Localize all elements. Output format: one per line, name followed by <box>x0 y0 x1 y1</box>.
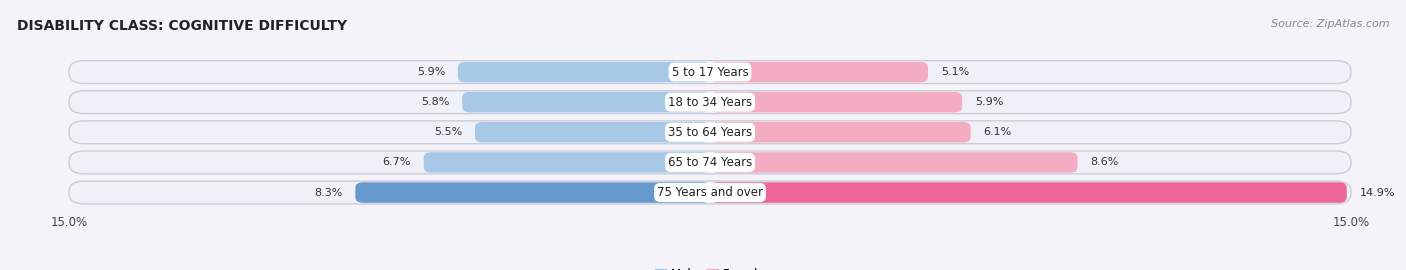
Text: 14.9%: 14.9% <box>1360 188 1395 198</box>
Legend: Male, Female: Male, Female <box>650 264 770 270</box>
FancyBboxPatch shape <box>69 91 1351 114</box>
Text: 18 to 34 Years: 18 to 34 Years <box>668 96 752 109</box>
Text: 5 to 17 Years: 5 to 17 Years <box>672 66 748 79</box>
FancyBboxPatch shape <box>69 151 1351 174</box>
Text: 5.1%: 5.1% <box>941 67 969 77</box>
FancyBboxPatch shape <box>475 122 710 143</box>
FancyBboxPatch shape <box>69 61 1351 83</box>
Text: 5.8%: 5.8% <box>420 97 450 107</box>
FancyBboxPatch shape <box>710 62 928 82</box>
Text: 75 Years and over: 75 Years and over <box>657 186 763 199</box>
Text: Source: ZipAtlas.com: Source: ZipAtlas.com <box>1271 19 1389 29</box>
FancyBboxPatch shape <box>356 182 710 203</box>
FancyBboxPatch shape <box>710 182 1347 203</box>
Text: 6.7%: 6.7% <box>382 157 411 167</box>
Text: 65 to 74 Years: 65 to 74 Years <box>668 156 752 169</box>
Text: 5.9%: 5.9% <box>974 97 1004 107</box>
Text: 8.3%: 8.3% <box>314 188 343 198</box>
Text: 6.1%: 6.1% <box>984 127 1012 137</box>
FancyBboxPatch shape <box>710 152 1077 173</box>
FancyBboxPatch shape <box>69 121 1351 144</box>
Text: DISABILITY CLASS: COGNITIVE DIFFICULTY: DISABILITY CLASS: COGNITIVE DIFFICULTY <box>17 19 347 33</box>
FancyBboxPatch shape <box>458 62 710 82</box>
Text: 5.5%: 5.5% <box>434 127 463 137</box>
Text: 35 to 64 Years: 35 to 64 Years <box>668 126 752 139</box>
FancyBboxPatch shape <box>423 152 710 173</box>
FancyBboxPatch shape <box>710 92 962 112</box>
Text: 5.9%: 5.9% <box>416 67 446 77</box>
FancyBboxPatch shape <box>463 92 710 112</box>
Text: 8.6%: 8.6% <box>1090 157 1119 167</box>
FancyBboxPatch shape <box>69 181 1351 204</box>
FancyBboxPatch shape <box>710 122 970 143</box>
